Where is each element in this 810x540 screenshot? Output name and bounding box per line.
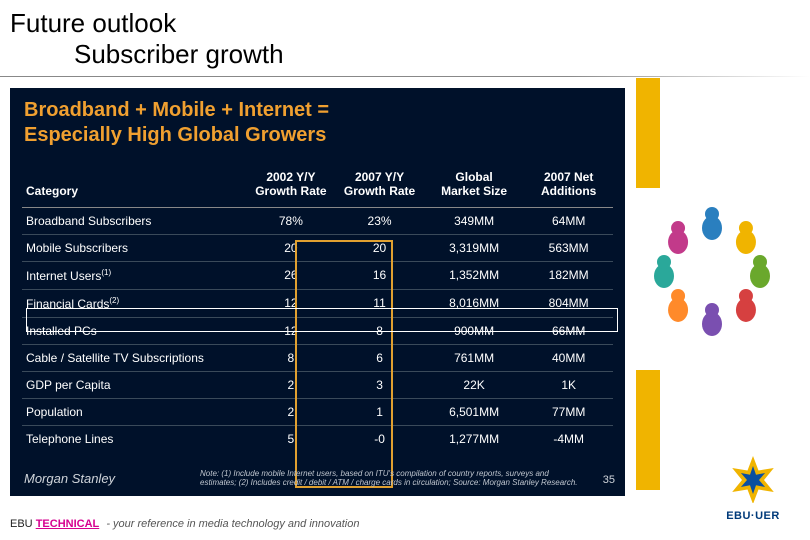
- cell-g2002: 12: [247, 317, 336, 344]
- ebu-logo: EBU·UER: [718, 453, 788, 522]
- page-number: 35: [603, 474, 615, 486]
- table-row: Population216,501MM77MM: [22, 398, 613, 425]
- chart-heading-l1: Broadband + Mobile + Internet =: [24, 99, 329, 121]
- footer-tagline: - your reference in media technology and…: [106, 518, 359, 530]
- cell-g2007: 8: [335, 317, 424, 344]
- cell-g2007: 16: [335, 261, 424, 289]
- cell-g2002: 20: [247, 234, 336, 261]
- cell-mkt: 6,501MM: [424, 398, 524, 425]
- cell-category: Broadband Subscribers: [22, 207, 247, 234]
- slide: Future outlook Subscriber growth Broadba…: [0, 0, 810, 540]
- cell-mkt: 1,277MM: [424, 425, 524, 452]
- cell-g2007: 1: [335, 398, 424, 425]
- chart-panel: Broadband + Mobile + Internet = Especial…: [10, 88, 625, 496]
- cell-add: 563MM: [524, 234, 613, 261]
- cell-g2002: 2: [247, 371, 336, 398]
- cell-g2002: 78%: [247, 207, 336, 234]
- table-row: Cable / Satellite TV Subscriptions86761M…: [22, 344, 613, 371]
- cell-add: 182MM: [524, 261, 613, 289]
- cell-mkt: 761MM: [424, 344, 524, 371]
- cell-g2007: 20: [335, 234, 424, 261]
- ebu-star-icon: [718, 453, 788, 503]
- table-header-row: Category 2002 Y/YGrowth Rate 2007 Y/YGro…: [22, 166, 613, 207]
- cell-category: Financial Cards(2): [22, 289, 247, 317]
- cell-add: 77MM: [524, 398, 613, 425]
- cell-mkt: 22K: [424, 371, 524, 398]
- data-table: Category 2002 Y/YGrowth Rate 2007 Y/YGro…: [22, 166, 613, 452]
- footer: EBU TECHNICAL - your reference in media …: [10, 518, 359, 530]
- cell-mkt: 1,352MM: [424, 261, 524, 289]
- col-2002: 2002 Y/YGrowth Rate: [247, 166, 336, 207]
- cell-category: Telephone Lines: [22, 425, 247, 452]
- cell-category: Internet Users(1): [22, 261, 247, 289]
- table-row: Telephone Lines5-01,277MM-4MM: [22, 425, 613, 452]
- cell-category: GDP per Capita: [22, 371, 247, 398]
- cell-g2007: 11: [335, 289, 424, 317]
- cell-add: 1K: [524, 371, 613, 398]
- col-category: Category: [22, 166, 247, 207]
- cell-add: 40MM: [524, 344, 613, 371]
- table-row: Broadband Subscribers78%23%349MM64MM: [22, 207, 613, 234]
- col-additions: 2007 NetAdditions: [524, 166, 613, 207]
- cell-g2007: -0: [335, 425, 424, 452]
- cell-category: Installed PCs: [22, 317, 247, 344]
- cell-add: 64MM: [524, 207, 613, 234]
- chart-heading-l2: Especially High Global Growers: [24, 124, 326, 146]
- table-row: Financial Cards(2)12118,016MM804MM: [22, 289, 613, 317]
- cell-mkt: 3,319MM: [424, 234, 524, 261]
- cell-mkt: 349MM: [424, 207, 524, 234]
- cell-g2002: 2: [247, 398, 336, 425]
- people-ring-graphic: [642, 200, 782, 340]
- col-2007: 2007 Y/YGrowth Rate: [335, 166, 424, 207]
- cell-g2007: 3: [335, 371, 424, 398]
- chart-footnote: Note: (1) Include mobile Internet users,…: [200, 469, 585, 488]
- cell-category: Population: [22, 398, 247, 425]
- cell-mkt: 900MM: [424, 317, 524, 344]
- data-table-wrap: Category 2002 Y/YGrowth Rate 2007 Y/YGro…: [10, 148, 625, 452]
- cell-add: 66MM: [524, 317, 613, 344]
- cell-g2002: 12: [247, 289, 336, 317]
- footer-brand: TECHNICAL: [36, 518, 100, 530]
- cell-g2007: 6: [335, 344, 424, 371]
- source-logo: Morgan Stanley: [24, 471, 115, 486]
- cell-g2007: 23%: [335, 207, 424, 234]
- accent-bar-bottom: [636, 370, 660, 490]
- cell-category: Mobile Subscribers: [22, 234, 247, 261]
- footer-brand-pre: EBU: [10, 518, 36, 530]
- table-row: GDP per Capita2322K1K: [22, 371, 613, 398]
- table-row: Mobile Subscribers20203,319MM563MM: [22, 234, 613, 261]
- cell-mkt: 8,016MM: [424, 289, 524, 317]
- cell-g2002: 26: [247, 261, 336, 289]
- accent-bar-top: [636, 78, 660, 188]
- cell-category: Cable / Satellite TV Subscriptions: [22, 344, 247, 371]
- cell-add: -4MM: [524, 425, 613, 452]
- title-underline: [0, 76, 810, 77]
- col-market: GlobalMarket Size: [424, 166, 524, 207]
- table-row: Internet Users(1)26161,352MM182MM: [22, 261, 613, 289]
- cell-g2002: 8: [247, 344, 336, 371]
- cell-g2002: 5: [247, 425, 336, 452]
- table-row: Installed PCs128900MM66MM: [22, 317, 613, 344]
- chart-heading: Broadband + Mobile + Internet = Especial…: [10, 88, 625, 148]
- slide-title: Future outlook Subscriber growth: [10, 8, 284, 70]
- title-line-2: Subscriber growth: [74, 39, 284, 70]
- cell-add: 804MM: [524, 289, 613, 317]
- ebu-logo-text: EBU·UER: [718, 510, 788, 522]
- title-line-1: Future outlook: [10, 8, 284, 39]
